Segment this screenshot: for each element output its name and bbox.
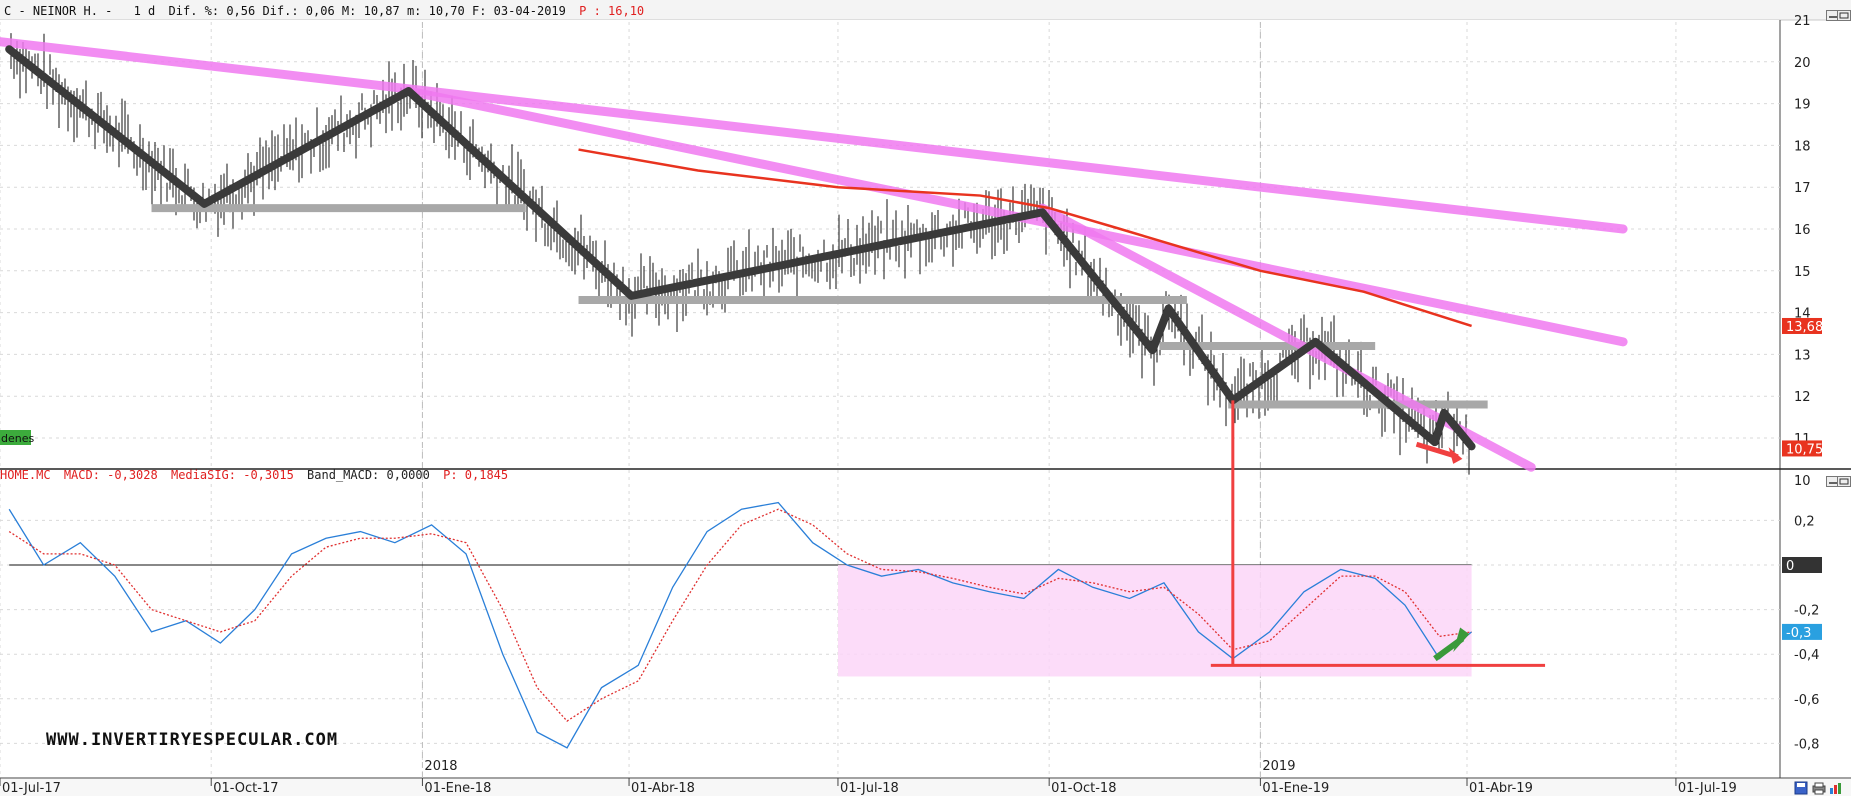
value-tags: 13,68 10,75 0 -0,3 xyxy=(1782,317,1823,641)
macd-zone xyxy=(837,565,1472,677)
indicator-symbol: HOME.MC xyxy=(0,468,51,482)
arrow-down-icon xyxy=(1415,441,1463,464)
value-tag-label: 10,75 xyxy=(1786,442,1823,457)
macd-tick-label: -0,6 xyxy=(1794,693,1819,708)
chart-type-icon[interactable] xyxy=(1829,780,1843,794)
date-axis-strip xyxy=(0,779,1851,796)
sma-line xyxy=(578,148,1472,328)
price-tick-label: 21 xyxy=(1794,14,1811,29)
zigzag-line xyxy=(5,45,1476,451)
date-tick-label: 01-Abr-19 xyxy=(1469,781,1533,796)
price-tick-label: 14 xyxy=(1794,307,1811,322)
date-tick-label: 01-Ene-19 xyxy=(1262,781,1329,796)
price-tick-label: 17 xyxy=(1794,181,1811,196)
print-icon[interactable] xyxy=(1812,780,1826,795)
price-panel-restore-button[interactable] xyxy=(1837,6,1851,21)
header-stats: Dif. %: 0,56 Dif.: 0,06 M: 10,87 m: 10,7… xyxy=(169,4,566,18)
price-gridlines xyxy=(0,22,1780,778)
macd-tick-label: -0,8 xyxy=(1794,737,1819,752)
badge xyxy=(0,430,31,445)
arrow-down-head xyxy=(1448,447,1463,464)
price-tick-label: 15 xyxy=(1794,265,1811,280)
price-tick-label: 19 xyxy=(1794,98,1811,113)
date-tick-label: 01-Jul-17 xyxy=(2,781,61,796)
macd-panel-restore-button[interactable] xyxy=(1837,472,1851,487)
header-price-label: P : 16,10 xyxy=(579,4,644,18)
price-tick-label: 16 xyxy=(1794,223,1811,238)
date-axis: 01-Jul-17 01-Oct-17 01-Ene-18 01-Abr-18 01-J… xyxy=(0,778,1737,796)
price-tick-label: 12 xyxy=(1794,390,1811,405)
header-ticker-prefix: C - NEINOR H. - xyxy=(4,4,112,18)
price-tick-label: 18 xyxy=(1794,139,1811,154)
value-tag xyxy=(1782,623,1822,640)
macd-tick-label: 0,2 xyxy=(1794,514,1815,529)
price-tick-label: 20 xyxy=(1794,56,1811,71)
year-label: 2018 xyxy=(424,759,457,774)
header-strip xyxy=(0,0,1851,20)
date-tick-label: 01-Oct-18 xyxy=(1051,781,1116,796)
price-tick-label: 10 xyxy=(1794,474,1811,489)
value-tag xyxy=(1782,440,1822,457)
indicator-header: HOME.MC MACD: -0,3028 MediaSIG: -0,3015 … xyxy=(0,468,508,482)
header-period: 1 d xyxy=(134,4,156,18)
indicator-macd: MACD: -0,3028 xyxy=(64,468,158,482)
watermark: WWW.INVERTIRYESPECULAR.COM xyxy=(46,730,338,750)
date-tick-label: 01-Oct-17 xyxy=(213,781,278,796)
year-label: 2019 xyxy=(1262,759,1295,774)
date-tick-label: 01-Abr-18 xyxy=(631,781,695,796)
price-tick-label: 13 xyxy=(1794,348,1811,363)
plot-layer: 13,68 10,75 0 -0,3 xyxy=(0,33,1823,749)
arrow-up-icon xyxy=(1433,627,1470,662)
macd-tick-label: -0,2 xyxy=(1794,604,1819,619)
header-ticker: C - NEINOR H. - 1 d Dif. %: 0,56 Dif.: 0… xyxy=(4,4,644,18)
macd-axis-ticks: 0,20-0,2-0,4-0,6-0,8 xyxy=(1794,514,1819,752)
indicator-band: Band_MACD: 0,0000 xyxy=(307,468,430,482)
badge-label: denes xyxy=(1,432,34,445)
value-tag-label: 0 xyxy=(1786,559,1794,574)
date-tick-label: 01-Ene-18 xyxy=(424,781,491,796)
arrow-up-head xyxy=(1453,627,1470,652)
trendline xyxy=(0,37,1628,234)
indicator-signal: MediaSIG: -0,3015 xyxy=(171,468,294,482)
value-tag xyxy=(1782,317,1822,334)
value-tag xyxy=(1782,557,1822,573)
date-tick-label: 01-Jul-18 xyxy=(840,781,899,796)
value-tag-label: 13,68 xyxy=(1786,320,1823,335)
date-tick-label: 01-Jul-19 xyxy=(1678,781,1737,796)
macd-tick-label: -0,4 xyxy=(1794,648,1819,663)
value-tag-label: -0,3 xyxy=(1786,626,1811,641)
indicator-p: P: 0,1845 xyxy=(443,468,508,482)
save-icon[interactable] xyxy=(1794,780,1808,795)
